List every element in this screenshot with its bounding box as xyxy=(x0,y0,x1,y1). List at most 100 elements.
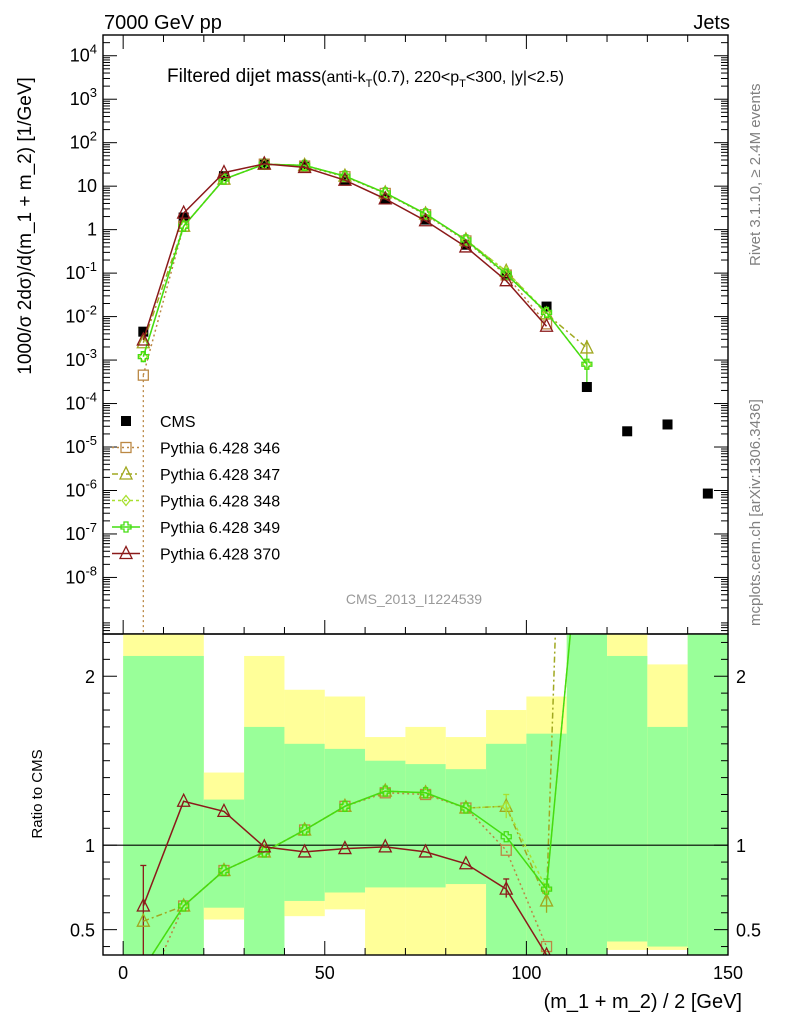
tick-exponent: -1 xyxy=(85,259,97,274)
ratio-point-p346 xyxy=(500,844,512,856)
ratio-point-p349 xyxy=(500,831,512,843)
legend-label-p347: Pythia 6.428 347 xyxy=(160,467,280,484)
ratio-point-p370 xyxy=(216,802,232,818)
legend-label-p370: Pythia 6.428 370 xyxy=(160,547,280,564)
main-point-p370 xyxy=(136,331,151,346)
ratio-band-green xyxy=(486,743,527,955)
ratio-point-p370 xyxy=(418,843,433,858)
main-line-p349 xyxy=(142,163,588,365)
tick-exponent: -6 xyxy=(85,476,97,491)
ratio-point-p349 xyxy=(540,883,553,895)
tick-base: 10 xyxy=(65,480,85,500)
main-axes: 10-810-710-610-510-410-310-210-111010210… xyxy=(65,35,729,634)
main-point-cms xyxy=(702,488,713,499)
main-point-p370 xyxy=(418,212,433,227)
main-point-p370 xyxy=(297,158,312,174)
ratio-plot-frame xyxy=(102,633,729,956)
tick-exponent: 2 xyxy=(90,129,97,144)
main-point-p347 xyxy=(579,339,594,354)
ratio-y-tick-label: 2 xyxy=(85,667,95,687)
legend-label-p349: Pythia 6.428 349 xyxy=(160,520,280,537)
main-line-p348 xyxy=(142,163,588,365)
analysis-id: CMS_2013_I1224539 xyxy=(346,591,482,607)
main-data-layer xyxy=(136,155,713,634)
main-line-p347 xyxy=(142,163,588,349)
x-tick-label: 100 xyxy=(511,963,541,983)
main-y-tick-label: 10-6 xyxy=(65,476,97,500)
main-point-p370 xyxy=(257,155,272,170)
legend-label-p346: Pythia 6.428 346 xyxy=(160,441,280,458)
ratio-point-p349 xyxy=(379,785,391,797)
ratio-point-p370 xyxy=(176,792,191,807)
x-axis-label: (m_1 + m_2) / 2 [GeV] xyxy=(544,991,742,1013)
x-tick-label: 150 xyxy=(713,963,743,983)
main-point-p348 xyxy=(501,265,512,278)
ratio-point-p370 xyxy=(499,880,514,895)
ratio-point-p348 xyxy=(139,964,147,974)
tick-base: 10 xyxy=(70,89,90,109)
x-tick-label: 50 xyxy=(315,963,335,983)
ratio-point-p349 xyxy=(460,802,472,814)
tick-exponent: -5 xyxy=(85,433,97,448)
tick-base: 10 xyxy=(65,263,85,283)
ratio-point-p370 xyxy=(257,838,272,853)
main-y-tick-label: 10-4 xyxy=(65,390,97,414)
plot-title: Filtered dijet mass(anti-kT(0.7), 220<pT… xyxy=(167,66,564,90)
ratio-point-p370 xyxy=(458,855,473,870)
ratio-point-p347 xyxy=(539,892,554,907)
tick-exponent: 3 xyxy=(90,85,97,100)
plot-title-main: Filtered dijet mass xyxy=(167,66,321,87)
main-point-p346 xyxy=(137,369,149,381)
rivet-label: Rivet 3.1.10, ≥ 2.4M events xyxy=(747,84,764,267)
ratio-band-green xyxy=(123,655,204,955)
tick-base: 10 xyxy=(65,394,85,414)
main-y-axis-label: 1000/σ 2dσ)/d(m_1 + m_2) [1/GeV] xyxy=(15,77,36,375)
main-point-p349 xyxy=(540,306,553,319)
ratio-point-p370 xyxy=(297,843,312,858)
ratio-point-p349 xyxy=(177,900,190,912)
tick-base: 10 xyxy=(65,350,85,370)
ratio-uncertainty-bands xyxy=(123,634,728,955)
tick-exponent: -8 xyxy=(85,563,97,578)
main-y-tick-label: 10-3 xyxy=(65,346,97,370)
category-label: Jets xyxy=(693,12,730,34)
ratio-point-p347 xyxy=(136,912,151,927)
plot-title-paren-2: (0.7), 220<p xyxy=(372,69,459,86)
legend-marker-p346 xyxy=(120,441,132,454)
ratio-point-p349 xyxy=(138,964,148,974)
ratio-band-green xyxy=(445,769,487,885)
tick-exponent: -3 xyxy=(85,346,97,361)
ratio-point-p349 xyxy=(298,824,311,836)
main-point-cms xyxy=(662,419,673,430)
ratio-point-p349 xyxy=(419,787,432,799)
ratio-y-tick-label: 1 xyxy=(85,836,95,856)
ratio-data-layer xyxy=(136,634,572,974)
main-line-p346 xyxy=(142,163,548,376)
tick-exponent: 4 xyxy=(90,42,97,57)
mcplots-label: mcplots.cern.ch [arXiv:1306.3436] xyxy=(747,399,764,626)
legend-marker-p347 xyxy=(118,465,134,480)
main-point-p348 xyxy=(138,350,149,363)
ratio-axes: 0.5 0.5 1 1 2 2 0 50 100 150 xyxy=(70,641,761,983)
main-point-cms xyxy=(218,171,229,182)
tick-base: 10 xyxy=(65,307,85,327)
ratio-point-p370 xyxy=(136,897,151,912)
main-point-p349 xyxy=(379,187,391,199)
energy-label: 7000 GeV pp xyxy=(104,12,222,34)
ratio-y-axis-label: Ratio to CMS xyxy=(29,749,46,838)
ratio-band-green xyxy=(526,733,567,955)
ratio-point-p370 xyxy=(378,838,393,853)
ratio-point-p370 xyxy=(337,840,352,855)
main-y-tick-label: 102 xyxy=(70,129,97,153)
main-y-tick-label: 10-1 xyxy=(65,259,97,283)
tick-base: 10 xyxy=(65,524,85,544)
main-point-cms xyxy=(581,382,592,393)
ratio-band-green xyxy=(324,748,366,893)
ratio-band-green xyxy=(203,799,245,908)
legend-marker-cms xyxy=(121,416,131,426)
ratio-point-p370 xyxy=(542,946,551,955)
legend: CMS Pythia 6.428 346 Pythia 6.428 347 Pythi… xyxy=(112,414,280,564)
ratio-band-green xyxy=(687,634,728,955)
main-plot: 10-810-710-610-510-410-310-210-111010210… xyxy=(65,34,729,635)
